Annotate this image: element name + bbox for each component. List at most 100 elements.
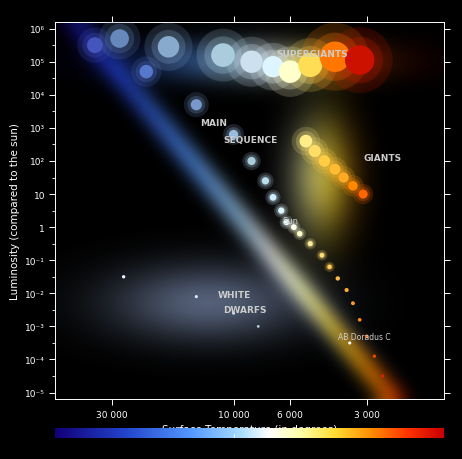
Point <box>331 166 339 174</box>
Text: Sun: Sun <box>283 217 299 225</box>
Point <box>296 230 304 238</box>
Point <box>349 183 357 190</box>
Point <box>230 132 237 139</box>
Point <box>248 59 255 66</box>
Point <box>230 132 237 139</box>
Text: GIANTS: GIANTS <box>363 154 401 163</box>
Text: SUPERGIANTS: SUPERGIANTS <box>276 50 348 59</box>
Point <box>248 158 255 165</box>
Point <box>286 69 294 76</box>
Point <box>331 54 339 62</box>
Point <box>269 194 277 202</box>
Point <box>278 207 285 215</box>
Point <box>278 207 285 215</box>
Point <box>193 102 200 109</box>
Point <box>307 62 314 70</box>
Point <box>165 44 172 51</box>
Point <box>278 207 285 215</box>
Point <box>356 316 363 324</box>
Point <box>219 52 227 60</box>
Point <box>269 64 277 71</box>
Point <box>359 191 367 198</box>
Text: SEQUENCE: SEQUENCE <box>223 136 277 145</box>
Text: WHITE: WHITE <box>218 291 251 300</box>
Point <box>331 166 339 174</box>
Point <box>321 158 328 165</box>
Point <box>359 191 367 198</box>
Point <box>318 252 326 259</box>
Point <box>340 174 347 182</box>
Text: DWARFS: DWARFS <box>223 306 267 315</box>
Point <box>290 224 298 231</box>
Point <box>193 102 200 109</box>
Point <box>307 241 314 248</box>
Point <box>248 59 255 66</box>
Point <box>116 36 123 43</box>
Point <box>343 287 350 294</box>
Point <box>307 62 314 70</box>
Point <box>356 57 363 65</box>
Point <box>269 194 277 202</box>
Point <box>261 178 269 185</box>
Point <box>219 52 227 60</box>
Point <box>261 178 269 185</box>
Point <box>359 191 367 198</box>
Point <box>290 224 298 231</box>
Point <box>371 353 378 360</box>
Point <box>296 230 304 238</box>
Point <box>307 241 314 248</box>
Point <box>248 59 255 66</box>
Point <box>283 219 290 226</box>
Point <box>255 323 262 330</box>
Point <box>269 64 277 71</box>
Point <box>318 252 326 259</box>
Point <box>311 148 318 156</box>
Point <box>321 158 328 165</box>
Point <box>143 69 150 76</box>
Point <box>302 138 310 146</box>
Point <box>116 36 123 43</box>
Point <box>340 174 347 182</box>
Point <box>283 219 290 226</box>
Point <box>193 102 200 109</box>
Point <box>120 274 128 281</box>
Point <box>230 310 237 317</box>
Point <box>143 69 150 76</box>
Point <box>311 148 318 156</box>
Point <box>116 36 123 43</box>
Point <box>307 62 314 70</box>
Point <box>91 42 98 50</box>
Point <box>283 219 290 226</box>
X-axis label: Surface Temperature (in degrees): Surface Temperature (in degrees) <box>162 424 337 434</box>
Point <box>269 64 277 71</box>
Point <box>326 263 333 271</box>
Point <box>349 183 357 190</box>
Point <box>331 54 339 62</box>
Point <box>311 148 318 156</box>
Point <box>326 263 333 271</box>
Point <box>334 275 341 282</box>
Text: AB Doradus C: AB Doradus C <box>338 332 390 341</box>
Point <box>143 69 150 76</box>
Point <box>331 166 339 174</box>
Point <box>349 183 357 190</box>
Point <box>307 241 314 248</box>
Text: MAIN: MAIN <box>201 119 227 128</box>
Point <box>318 252 326 259</box>
Y-axis label: Luminosity (compared to the sun): Luminosity (compared to the sun) <box>10 123 19 299</box>
Point <box>165 44 172 51</box>
Point <box>356 57 363 65</box>
Point <box>290 224 298 231</box>
Point <box>165 44 172 51</box>
Point <box>248 158 255 165</box>
Point <box>302 138 310 146</box>
Point <box>379 373 386 380</box>
Point <box>331 54 339 62</box>
Point <box>91 42 98 50</box>
Point <box>349 300 357 307</box>
Point <box>248 158 255 165</box>
Point <box>193 293 200 301</box>
Point <box>363 333 371 340</box>
Point <box>340 174 347 182</box>
Point <box>286 69 294 76</box>
